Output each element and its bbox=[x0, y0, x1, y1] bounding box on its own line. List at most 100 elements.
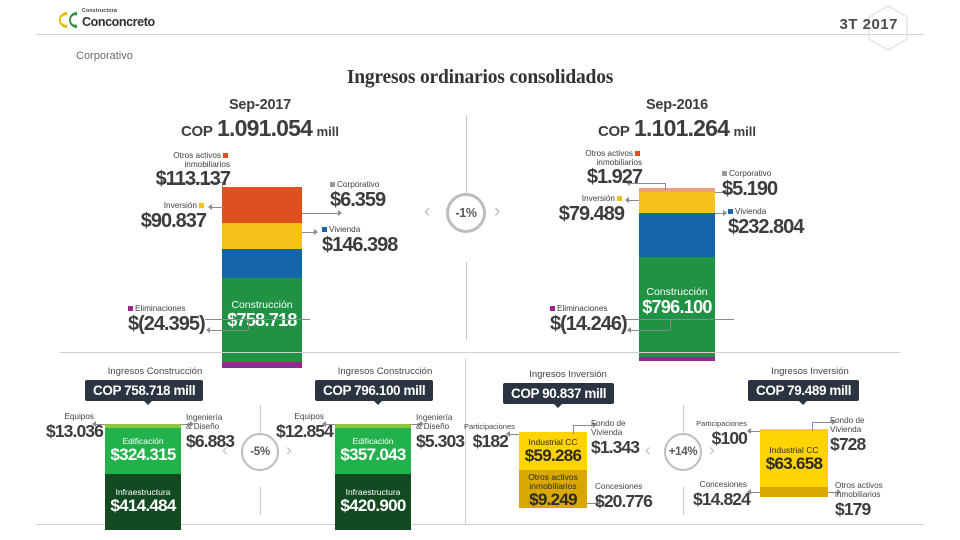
currency-prefix: COP bbox=[180, 123, 213, 140]
ingenieria-name-line2-2017: & Diseño bbox=[186, 421, 220, 431]
infraestructura-value-2017: $414.484 bbox=[110, 495, 176, 515]
eliminaciones-value-2016: $(14.246) bbox=[550, 312, 628, 335]
section-divider-middle bbox=[60, 352, 900, 353]
bar-segment-edificacion-2016: Edificación $357.043 bbox=[335, 428, 411, 474]
bar-segment-equipos-2016 bbox=[335, 424, 411, 428]
arrow-inversion-2016 bbox=[625, 197, 629, 203]
bar-segment-otros-activos-2016 bbox=[639, 188, 715, 192]
breadcrumb: Corporativo bbox=[76, 50, 133, 62]
concesiones-value-2016: $14.824 bbox=[693, 488, 751, 509]
participaciones-name-2016: Participaciones bbox=[696, 419, 747, 428]
chevron-left-inv-icon: ‹ bbox=[645, 440, 651, 459]
edificacion-name-2016: Edificación bbox=[352, 436, 394, 446]
variation-indicator-top: -1% ‹ › bbox=[424, 115, 508, 340]
stacked-bar-2016: Construcción $796.100 bbox=[639, 188, 715, 361]
ingenieria-value-2016: $5.303 bbox=[416, 430, 465, 451]
label-fondo-2016: Fondo de Vivienda $728 bbox=[830, 416, 884, 454]
concesiones-name-2017: Concesiones bbox=[595, 482, 643, 491]
connector-otros-v-2016 bbox=[665, 183, 666, 190]
page-title: Ingresos ordinarios consolidados bbox=[346, 67, 614, 88]
bar-segment-construccion: Construcción $758.718 bbox=[222, 278, 302, 362]
period-header-2017: Sep-2017 COP 1.091.054 mill bbox=[110, 97, 410, 142]
connector-concesiones-2016 bbox=[751, 492, 760, 493]
badge-construccion-2016: COP 796.100 mill bbox=[315, 380, 434, 401]
bar-segment-otros-activos bbox=[222, 187, 302, 223]
connector-participaciones-2017 bbox=[510, 434, 519, 435]
label-inversion-2016: Inversión $79.489 bbox=[540, 194, 625, 223]
variation-circle-inversion: +14% bbox=[664, 433, 702, 471]
label-participaciones-2016: Participaciones $100 bbox=[695, 419, 748, 447]
ingenieria-value-2017: $6.883 bbox=[186, 430, 235, 451]
logo-main-text: Conconcreto bbox=[82, 15, 155, 29]
label-corporativo-2017: Corporativo $6.359 bbox=[330, 180, 386, 210]
variation-indicator-construccion: -5% ‹ › bbox=[222, 405, 298, 515]
connector-otros-v-2017 bbox=[222, 182, 223, 188]
corporativo-swatch bbox=[330, 182, 335, 188]
construccion-name-2016: Construcción bbox=[646, 286, 708, 298]
arrow-vivienda-2017 bbox=[314, 229, 318, 235]
arrow-participaciones-2016 bbox=[747, 428, 751, 434]
otros-name-line2: inmobiliarios bbox=[184, 159, 230, 169]
otros-name-line1-2016: Otros activos bbox=[556, 149, 642, 159]
otros-swatch-2016 bbox=[635, 151, 640, 157]
stacked-bar-2017: Construcción $758.718 bbox=[222, 187, 302, 368]
otros-name-line1: Otros activos bbox=[140, 151, 230, 161]
edificacion-name-2017: Edificación bbox=[122, 436, 164, 446]
arrow-corporativo-2017 bbox=[338, 210, 342, 216]
ingenieria-name-line1-2017: Ingeniería bbox=[186, 413, 223, 422]
inversion-swatch-2016 bbox=[617, 196, 622, 202]
label-concesiones-2016: Concesiones $14.824 bbox=[693, 480, 751, 509]
connector-vivienda-2017 bbox=[302, 232, 314, 233]
amount-unit: mill bbox=[316, 124, 340, 139]
hexagon-decoration-icon bbox=[868, 5, 908, 51]
industrial-value-2016: $63.658 bbox=[765, 453, 823, 473]
label-vivienda-2017: Vivienda $146.398 bbox=[322, 225, 398, 255]
bar-segment-otros-inm-2017: Otros activos inmobiliarios $9.249 bbox=[519, 470, 587, 508]
period-header-2016: Sep-2016 COP 1.101.264 mill bbox=[527, 97, 827, 142]
arrow-concesiones-2016 bbox=[747, 489, 751, 495]
eliminaciones-swatch bbox=[128, 306, 133, 312]
bar-segment-infraestructura-2016: Infraestructura $420.900 bbox=[335, 474, 411, 530]
connector-fondo-h-2016 bbox=[812, 422, 832, 423]
label-vivienda-2016: Vivienda $232.804 bbox=[728, 207, 804, 237]
chevron-right-icon: › bbox=[494, 201, 501, 222]
fondo-value-2016: $728 bbox=[830, 433, 866, 454]
connector-elim-v-2017 bbox=[248, 319, 249, 330]
industrial-name-2016: Industrial CC bbox=[769, 445, 819, 455]
edificacion-value-2016: $357.043 bbox=[340, 444, 406, 464]
otros-swatch bbox=[223, 153, 228, 159]
period-name-2017: Sep-2017 bbox=[228, 97, 292, 113]
arrow-participaciones-2017 bbox=[506, 431, 510, 437]
inversion-name: Inversión bbox=[120, 201, 206, 211]
ingenieria-name-line1-2016: Ingeniería bbox=[416, 413, 453, 422]
construccion-value-2016: $796.100 bbox=[642, 297, 712, 318]
variation-line-upper-constr bbox=[260, 405, 261, 433]
variation-indicator-inversion: +14% ‹ › bbox=[645, 405, 721, 515]
bar-inversion-2017: Industrial CC $59.286 Otros activos inmo… bbox=[519, 432, 587, 508]
period-name-2016: Sep-2016 bbox=[645, 97, 709, 113]
bar-segment-inversion-2016 bbox=[639, 192, 715, 213]
arrow-ingenieria-2017 bbox=[190, 421, 194, 427]
arrow-otros-2016 bbox=[626, 180, 630, 186]
chevron-left-constr-icon: ‹ bbox=[222, 440, 228, 459]
bar-segment-vivienda bbox=[222, 249, 302, 278]
period-amount-2016: COP 1.101.264 mill bbox=[527, 115, 827, 142]
bar-segment-otros-inm-2016 bbox=[760, 487, 828, 497]
currency-prefix-2016: COP bbox=[597, 123, 630, 140]
infraestructura-name-2017: Infraestructura bbox=[115, 487, 171, 497]
ingenieria-name-line2-2016: & Diseño bbox=[416, 421, 450, 431]
otros-inm-inline-label-2017: Otros activos inmobiliarios $9.249 bbox=[519, 473, 587, 509]
vivienda-swatch bbox=[322, 227, 327, 233]
connector-equipos-2016 bbox=[326, 424, 335, 425]
arrow-otros-inm-2016 bbox=[837, 489, 841, 495]
infraestructura-name-2016: Infraestructura bbox=[345, 487, 401, 497]
subtitle-construccion-2016: Ingresos Construcción bbox=[337, 366, 433, 377]
vivienda-name: Vivienda bbox=[322, 225, 397, 235]
quarter-label: 3T 2017 bbox=[839, 16, 898, 33]
corporativo-name-2016: Corporativo bbox=[722, 169, 777, 179]
infraestructura-inline-label-2017: Infraestructura $414.484 bbox=[105, 488, 181, 515]
participaciones-name-2017: Participaciones bbox=[464, 422, 515, 431]
connector-elim-bot-2016 bbox=[631, 330, 670, 331]
eliminaciones-value-2017: $(24.395) bbox=[128, 312, 206, 335]
total-amount-2016: 1.101.264 bbox=[634, 115, 730, 141]
